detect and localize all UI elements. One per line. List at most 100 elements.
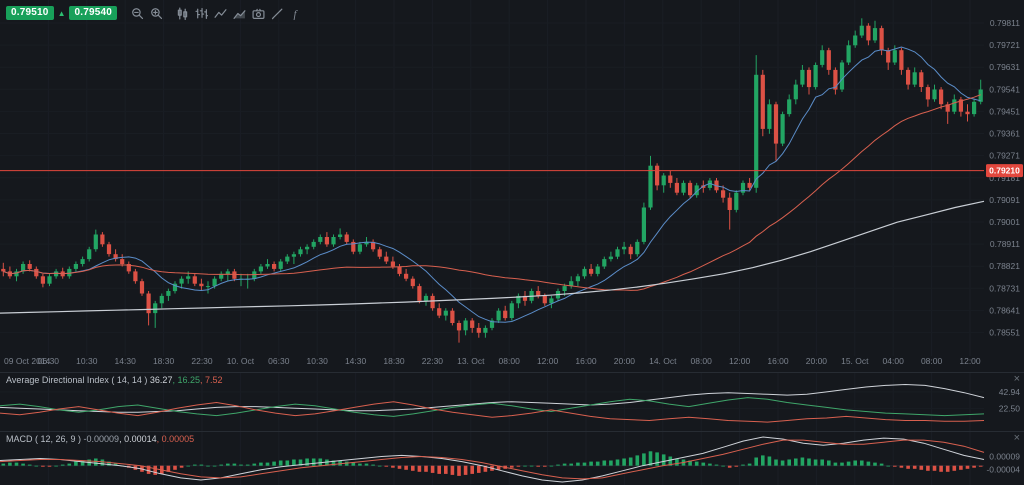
macd-indicator-label: MACD ( 12, 26, 9 ) -0.00009, 0.00014, 0.… (6, 434, 194, 444)
svg-text:06:30: 06:30 (38, 356, 60, 366)
price-chart-panel: 0.79811 0.79721 0.79631 0.79541 0.79451 0.793… (0, 0, 1024, 372)
svg-text:18:30: 18:30 (153, 356, 175, 366)
svg-text:12:00: 12:00 (729, 356, 751, 366)
svg-text:0.79811: 0.79811 (990, 18, 1020, 28)
indicator-name: Average Directional Index ( 14, 14 ) (6, 375, 150, 385)
svg-text:0.79361: 0.79361 (989, 129, 1020, 139)
macd-histogram (1, 451, 983, 476)
svg-text:0.79721: 0.79721 (989, 40, 1020, 50)
zoom-out-button[interactable] (129, 5, 146, 21)
indicators-button[interactable]: f (288, 5, 305, 21)
price-gridlines (0, 22, 984, 334)
svg-text:16:00: 16:00 (767, 356, 789, 366)
svg-text:10. Oct: 10. Oct (227, 356, 255, 366)
svg-text:0.79181: 0.79181 (989, 173, 1020, 183)
indicators-icon: f (294, 8, 299, 20)
svg-text:12:00: 12:00 (537, 356, 559, 366)
zoom-in-icon (151, 7, 163, 19)
svg-text:0.79451: 0.79451 (989, 106, 1020, 116)
svg-text:f: f (294, 8, 299, 20)
svg-text:14. Oct: 14. Oct (649, 356, 677, 366)
indicator-value: -0.00009 (83, 434, 120, 444)
ask-price-badge: 0.79540 (69, 6, 118, 20)
close-macd-panel-button[interactable]: × (1013, 432, 1020, 444)
svg-text:0.79091: 0.79091 (989, 195, 1020, 205)
svg-text:0.78821: 0.78821 (989, 261, 1020, 271)
svg-text:14:30: 14:30 (345, 356, 367, 366)
svg-text:15. Oct: 15. Oct (841, 356, 869, 366)
svg-text:06:30: 06:30 (268, 356, 290, 366)
chart-toolbar-buttons: f (129, 5, 305, 21)
svg-text:0.00009: 0.00009 (989, 452, 1020, 462)
svg-text:0.78641: 0.78641 (989, 305, 1020, 315)
adx-axis[interactable]: 42.94 22.50 (999, 387, 1021, 414)
svg-text:18:30: 18:30 (383, 356, 405, 366)
indicator-value: , 0.00005 (156, 434, 195, 444)
chart-style-area-icon (233, 9, 246, 19)
svg-text:20:00: 20:00 (806, 356, 828, 366)
macd-signal-line (0, 439, 985, 480)
svg-text:-0.00004: -0.00004 (986, 465, 1020, 475)
adx-indicator-label: Average Directional Index ( 14, 14 ) 36.… (6, 375, 223, 385)
horizontal-price-line[interactable]: 0.79210 (0, 164, 1023, 178)
svg-text:12:00: 12:00 (959, 356, 981, 366)
indicator-value: , 16.25 (172, 375, 200, 385)
svg-text:08:00: 08:00 (499, 356, 521, 366)
chart-style-area-button[interactable] (231, 5, 248, 21)
svg-text:10:30: 10:30 (76, 356, 98, 366)
price-line-badge (986, 164, 1023, 178)
price-chart-canvas[interactable]: 0.79811 0.79721 0.79631 0.79541 0.79451 0.793… (0, 0, 1024, 372)
chart-style-bars-icon (195, 7, 209, 19)
macd-line (0, 436, 985, 483)
chart-style-line-button[interactable] (212, 5, 229, 21)
svg-text:42.94: 42.94 (999, 387, 1021, 397)
di-plus-line (0, 397, 985, 417)
chart-style-candles-icon (177, 6, 188, 20)
zoom-out-icon (132, 7, 144, 19)
indicator-value: , 0.00014 (119, 434, 157, 444)
svg-text:22:30: 22:30 (191, 356, 213, 366)
draw-tool-button[interactable] (269, 5, 286, 21)
indicator-value: 36.27 (149, 375, 173, 385)
adx-indicator-panel: 42.94 22.50 Average Directional Index ( 1… (0, 372, 1024, 431)
ma-long-line (0, 200, 985, 314)
svg-text:0.78731: 0.78731 (989, 283, 1020, 293)
svg-text:0.79271: 0.79271 (989, 151, 1020, 161)
svg-text:0.79001: 0.79001 (989, 217, 1020, 227)
svg-text:0.79210: 0.79210 (989, 166, 1020, 176)
screenshot-icon (252, 8, 265, 19)
price-axis[interactable]: 0.79811 0.79721 0.79631 0.79541 0.79451 0.793… (989, 18, 1020, 338)
svg-text:16:00: 16:00 (575, 356, 597, 366)
indicator-name: MACD ( 12, 26, 9 ) (6, 434, 84, 444)
zoom-in-button[interactable] (148, 5, 165, 21)
svg-text:08:00: 08:00 (921, 356, 943, 366)
svg-text:20:00: 20:00 (614, 356, 636, 366)
ma-fast-line (3, 46, 981, 323)
adx-canvas[interactable]: 42.94 22.50 (0, 373, 1024, 431)
macd-indicator-panel: 0.00009 -0.00004 MACD ( 12, 26, 9 ) -0.00… (0, 431, 1024, 485)
price-up-arrow-icon: ▲ (57, 8, 66, 18)
svg-text:09 Oct 2014: 09 Oct 2014 (4, 356, 51, 366)
screenshot-button[interactable] (250, 5, 267, 21)
bid-price-badge: 0.79510 (6, 6, 54, 20)
chart-style-candles-button[interactable] (174, 5, 191, 21)
macd-canvas[interactable]: 0.00009 -0.00004 (0, 432, 1024, 485)
indicator-value: , 7.52 (199, 375, 223, 385)
chart-style-bars-button[interactable] (193, 5, 210, 21)
svg-text:10:30: 10:30 (307, 356, 329, 366)
chart-style-line-icon (214, 8, 227, 18)
close-adx-panel-button[interactable]: × (1013, 373, 1020, 385)
svg-text:13. Oct: 13. Oct (457, 356, 485, 366)
draw-tool-icon (271, 8, 283, 19)
di-minus-line (0, 401, 985, 423)
svg-text:14:30: 14:30 (115, 356, 137, 366)
svg-text:22.50: 22.50 (999, 404, 1021, 414)
macd-axis[interactable]: 0.00009 -0.00004 (986, 452, 1020, 475)
ma-slow-line (3, 94, 981, 291)
svg-text:0.78551: 0.78551 (989, 328, 1020, 338)
candlesticks (1, 18, 983, 343)
svg-text:22:30: 22:30 (422, 356, 444, 366)
svg-text:0.79541: 0.79541 (989, 84, 1020, 94)
